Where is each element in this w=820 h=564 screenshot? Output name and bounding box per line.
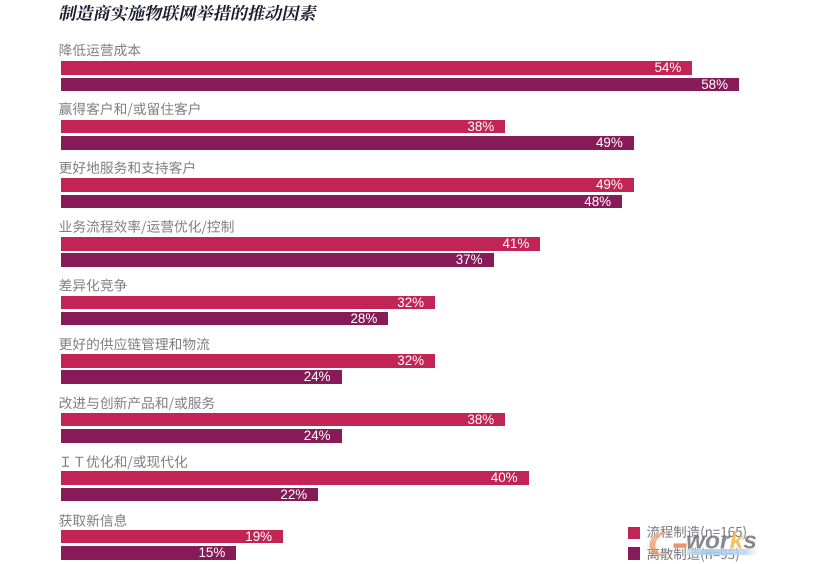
svg-text:works: works: [686, 528, 757, 555]
